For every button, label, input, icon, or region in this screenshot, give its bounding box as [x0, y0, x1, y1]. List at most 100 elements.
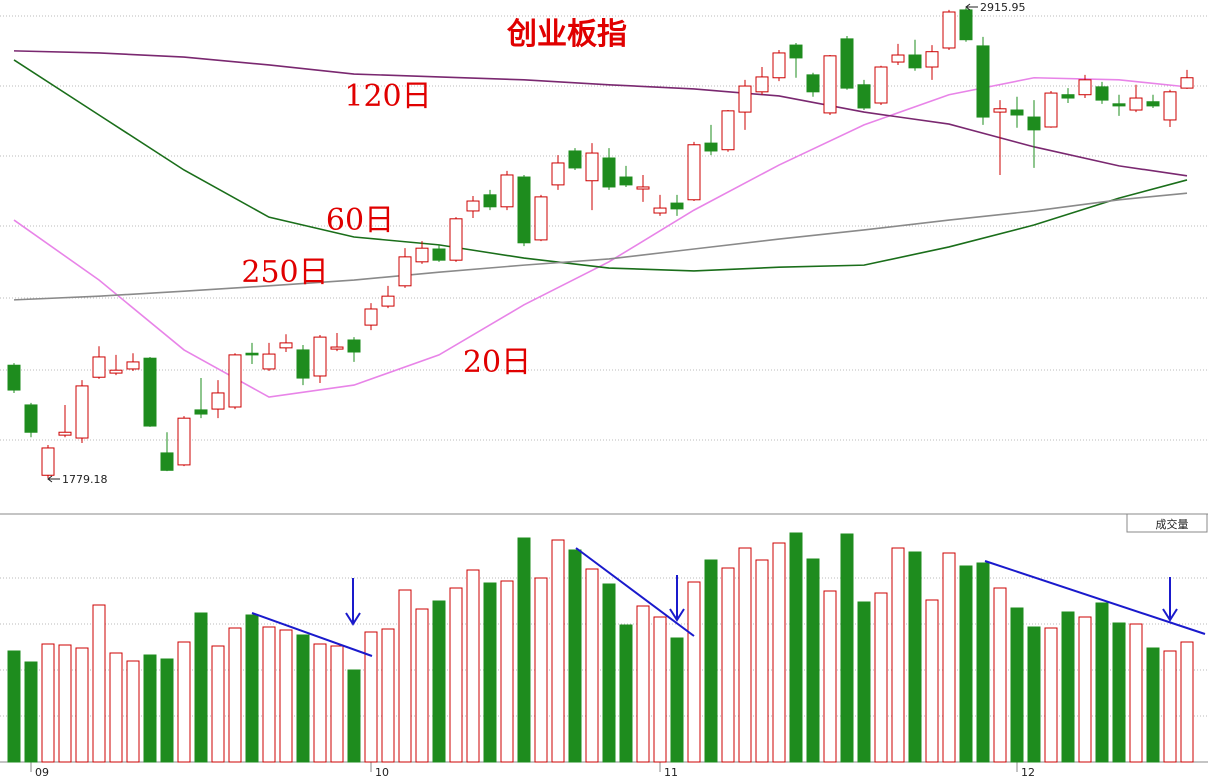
volume-bar — [58, 644, 72, 763]
volume-bar — [177, 641, 191, 763]
candle-body — [602, 157, 616, 188]
candle-body — [551, 162, 565, 186]
candle-body — [891, 54, 905, 63]
volume-bar — [24, 661, 38, 763]
volume-bar — [602, 583, 616, 763]
volume-title: 成交量 — [1156, 517, 1189, 531]
candle-body — [1078, 79, 1092, 96]
volume-bar — [993, 587, 1007, 763]
candle-body — [653, 207, 667, 214]
volume-bar — [330, 645, 344, 763]
volume-bar — [7, 650, 21, 763]
volume-bar — [1044, 627, 1058, 763]
volume-bar — [687, 581, 701, 763]
volume-bar — [415, 608, 429, 763]
volume-bar — [500, 580, 514, 763]
candle-body — [636, 186, 650, 190]
candle-body — [483, 194, 497, 208]
candle-body — [211, 392, 225, 410]
candle-body — [874, 66, 888, 104]
candle-body — [670, 202, 684, 210]
candle-body — [704, 142, 718, 152]
volume-bar — [143, 654, 157, 763]
volume-bar — [1146, 647, 1160, 763]
candle-body — [109, 369, 123, 374]
volume-bar — [925, 599, 939, 763]
candle-body — [92, 356, 106, 378]
candle-body — [738, 85, 752, 113]
volume-bar — [109, 652, 123, 763]
volume-bar — [1129, 623, 1143, 763]
volume-bar — [228, 627, 242, 763]
candle-body — [1061, 94, 1075, 99]
candle-body — [126, 361, 140, 370]
candle-body — [143, 357, 157, 427]
candle-body — [279, 342, 293, 349]
max-pointer — [965, 3, 978, 11]
volume-bar — [1078, 616, 1092, 763]
volume-bar — [772, 542, 786, 763]
candle-body — [58, 431, 72, 436]
candle-body — [840, 38, 854, 89]
volume-bar — [942, 552, 956, 763]
volume-bar — [347, 669, 361, 763]
candle-body — [313, 336, 327, 377]
volume-bar — [279, 629, 293, 763]
candle-body — [24, 404, 38, 433]
candle-body — [1010, 109, 1024, 116]
candle-body — [228, 354, 242, 408]
volume-bar — [636, 605, 650, 763]
volume-bar — [976, 562, 990, 763]
volume-bar — [211, 645, 225, 763]
candle-body — [398, 256, 412, 287]
volume-bar — [1112, 622, 1126, 763]
candle-body — [296, 349, 310, 379]
candle-body — [857, 84, 871, 109]
candle-body — [823, 55, 837, 114]
volume-bar — [245, 614, 259, 763]
candle-body — [160, 452, 174, 471]
volume-bar — [1095, 602, 1109, 763]
volume-bar — [1163, 650, 1177, 763]
volume-bar — [364, 631, 378, 763]
volume-bar — [1010, 607, 1024, 763]
volume-bar — [1061, 611, 1075, 763]
candle-body — [585, 152, 599, 182]
candle-body — [908, 54, 922, 69]
volume-bar — [381, 628, 395, 763]
volume-bar — [738, 547, 752, 763]
volume-bar — [823, 590, 837, 763]
candle-body — [1044, 92, 1058, 128]
candle-body — [449, 218, 463, 261]
candle-body — [721, 110, 735, 151]
candle-body — [262, 353, 276, 370]
candle-body — [347, 339, 361, 353]
x-tick-label: 10 — [375, 766, 389, 779]
candle-body — [568, 150, 582, 169]
moving-average — [13, 76, 1188, 398]
candle-body — [925, 51, 939, 68]
candle-body — [432, 248, 446, 261]
volume-bar — [126, 660, 140, 763]
candle-body — [789, 44, 803, 59]
x-tick-label: 09 — [35, 766, 49, 779]
min-pointer — [47, 475, 60, 483]
annotations — [251, 547, 1206, 657]
candle-body — [976, 45, 990, 118]
volume-bar — [568, 549, 582, 763]
candle-body — [993, 108, 1007, 113]
candle-body — [381, 295, 395, 307]
max-label: 2915.95 — [980, 1, 1026, 14]
candle-body — [41, 447, 55, 476]
volume-bar — [262, 626, 276, 763]
volume-bar — [1027, 626, 1041, 763]
candle-body — [1146, 101, 1160, 107]
candle-body — [1180, 77, 1194, 89]
volume-bar — [194, 612, 208, 763]
volume-bar — [806, 558, 820, 763]
candle-body — [942, 11, 956, 49]
volume-bar — [432, 600, 446, 763]
volume-bar — [891, 547, 905, 763]
candle-body — [755, 76, 769, 93]
